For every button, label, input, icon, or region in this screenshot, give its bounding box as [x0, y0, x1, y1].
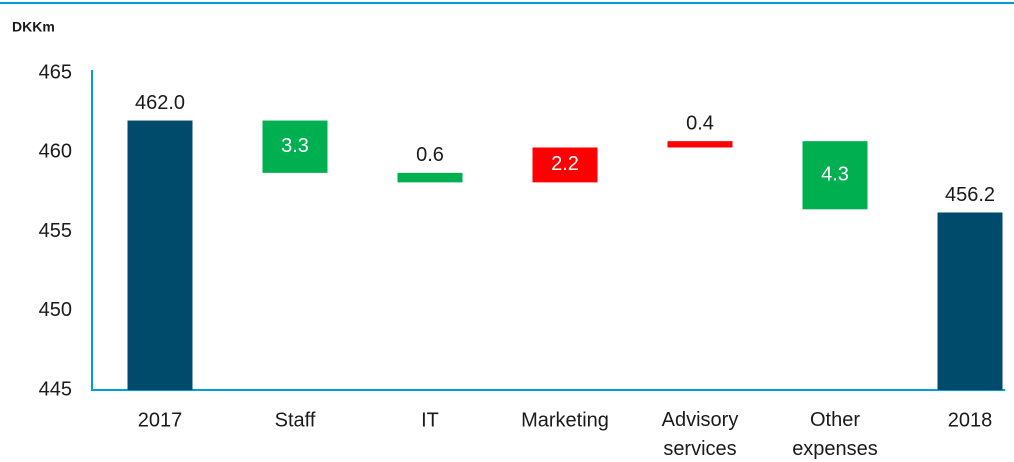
bar: [667, 141, 733, 148]
y-tick-label: 445: [39, 378, 72, 400]
value-label: 456.2: [945, 184, 995, 206]
value-label: 0.4: [686, 112, 714, 134]
bar: [262, 120, 328, 173]
bar: [127, 120, 193, 391]
y-tick-label: 460: [39, 141, 72, 163]
y-tick-label: 465: [39, 61, 72, 83]
bar: [397, 172, 463, 183]
value-label: 2.2: [551, 153, 579, 175]
x-tick-label: Other expenses: [792, 409, 878, 460]
x-tick-label: 2018: [948, 409, 993, 431]
value-label: 462.0: [135, 92, 185, 114]
bar: [937, 212, 1003, 390]
x-tick-label: Marketing: [521, 409, 609, 431]
x-tick-label: Staff: [275, 409, 316, 431]
value-label: 0.6: [416, 144, 444, 166]
x-tick-label: IT: [421, 409, 439, 431]
value-label: 4.3: [821, 164, 849, 186]
value-label: 3.3: [281, 135, 309, 157]
y-tick-label: 450: [39, 299, 72, 321]
x-tick-label: Advisory services: [662, 409, 739, 460]
y-tick-label: 455: [39, 220, 72, 242]
bar: [532, 147, 598, 183]
x-tick-label: 2017: [138, 409, 183, 431]
bar: [802, 141, 868, 210]
unit-label: DKKm: [12, 19, 55, 35]
